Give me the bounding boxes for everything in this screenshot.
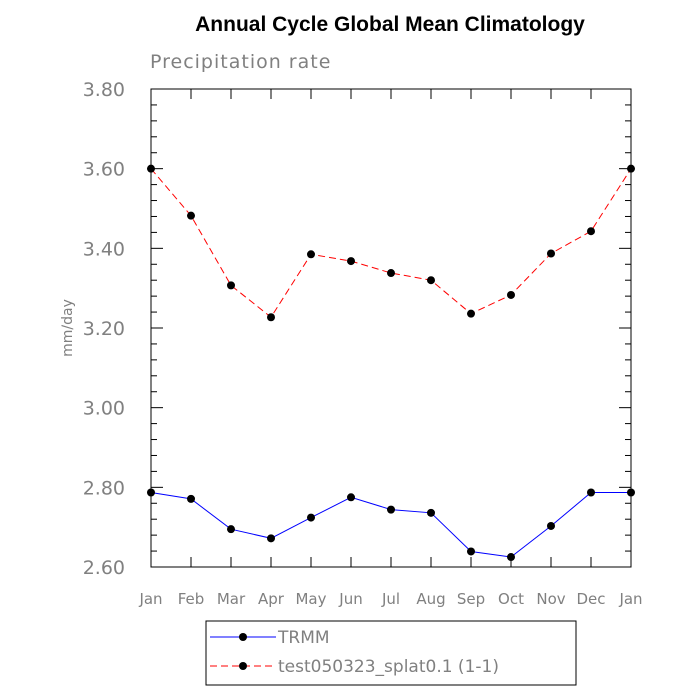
series-line-1 bbox=[150, 168, 632, 318]
chart-subtitle: Precipitation rate bbox=[150, 51, 331, 73]
x-tick-label: Mar bbox=[217, 590, 246, 608]
y-tick-label: 2.60 bbox=[83, 557, 125, 579]
series-1-point bbox=[307, 250, 315, 259]
series-1-point bbox=[507, 290, 515, 299]
series-1-point bbox=[427, 276, 435, 285]
series-0-point bbox=[507, 553, 515, 562]
series-1-point bbox=[387, 269, 395, 278]
x-tick-label: May bbox=[295, 590, 326, 608]
series-0-point bbox=[187, 494, 195, 503]
series-0-point bbox=[387, 505, 395, 514]
series-group bbox=[147, 164, 635, 562]
series-1-point bbox=[227, 281, 235, 290]
x-tick-label: Jan bbox=[138, 590, 162, 608]
legend: TRMM test050323_splat0.1 (1-1) bbox=[205, 620, 577, 686]
y-tick-label: 3.60 bbox=[83, 159, 125, 181]
series-1-point bbox=[187, 211, 195, 220]
chart-title: Annual Cycle Global Mean Climatology bbox=[195, 13, 585, 36]
series-0-point bbox=[547, 521, 555, 530]
series-1-point bbox=[267, 313, 275, 322]
x-tick-labels: Jan Feb Mar Apr May Jun Jul Aug Sep Oct Nov Dec Jan bbox=[138, 590, 642, 608]
x-tick-label: Jun bbox=[338, 590, 362, 608]
series-1-point bbox=[467, 309, 475, 318]
series-0-point bbox=[347, 493, 355, 502]
series-1-point bbox=[347, 257, 355, 266]
legend-marker-trmm bbox=[239, 633, 247, 641]
legend-label-trmm: TRMM bbox=[277, 628, 330, 648]
y-tick-label: 3.40 bbox=[83, 238, 125, 260]
axis-ticks bbox=[150, 88, 632, 568]
y-tick-label: 2.80 bbox=[83, 477, 125, 499]
x-tick-label: Aug bbox=[416, 590, 445, 608]
legend-label-test: test050323_splat0.1 (1-1) bbox=[278, 657, 499, 677]
series-0-point bbox=[227, 525, 235, 534]
series-0-point bbox=[427, 508, 435, 517]
x-tick-label: Jul bbox=[381, 590, 400, 608]
series-0-point bbox=[467, 547, 475, 556]
legend-marker-test bbox=[239, 662, 247, 670]
plot-frame bbox=[150, 88, 632, 568]
y-tick-labels: 2.60 2.80 3.00 3.20 3.40 3.60 3.80 bbox=[83, 79, 125, 579]
x-tick-label: Apr bbox=[258, 590, 285, 608]
series-line-0 bbox=[150, 492, 631, 558]
x-tick-label: Dec bbox=[576, 590, 605, 608]
y-tick-label: 3.80 bbox=[83, 79, 125, 101]
legend-box bbox=[205, 620, 577, 686]
series-1-point bbox=[547, 249, 555, 258]
series-1-point bbox=[587, 227, 595, 236]
series-0-point bbox=[587, 488, 595, 497]
series-0-point bbox=[307, 513, 315, 522]
series-0-point bbox=[267, 534, 275, 543]
x-tick-label: Jan bbox=[618, 590, 642, 608]
x-tick-label: Nov bbox=[536, 590, 565, 608]
x-tick-label: Feb bbox=[178, 590, 205, 608]
y-tick-label: 3.00 bbox=[83, 398, 125, 420]
x-tick-label: Oct bbox=[498, 590, 524, 608]
y-axis-label: mm/day bbox=[60, 299, 76, 357]
y-tick-label: 3.20 bbox=[83, 318, 125, 340]
x-tick-label: Sep bbox=[457, 590, 485, 608]
